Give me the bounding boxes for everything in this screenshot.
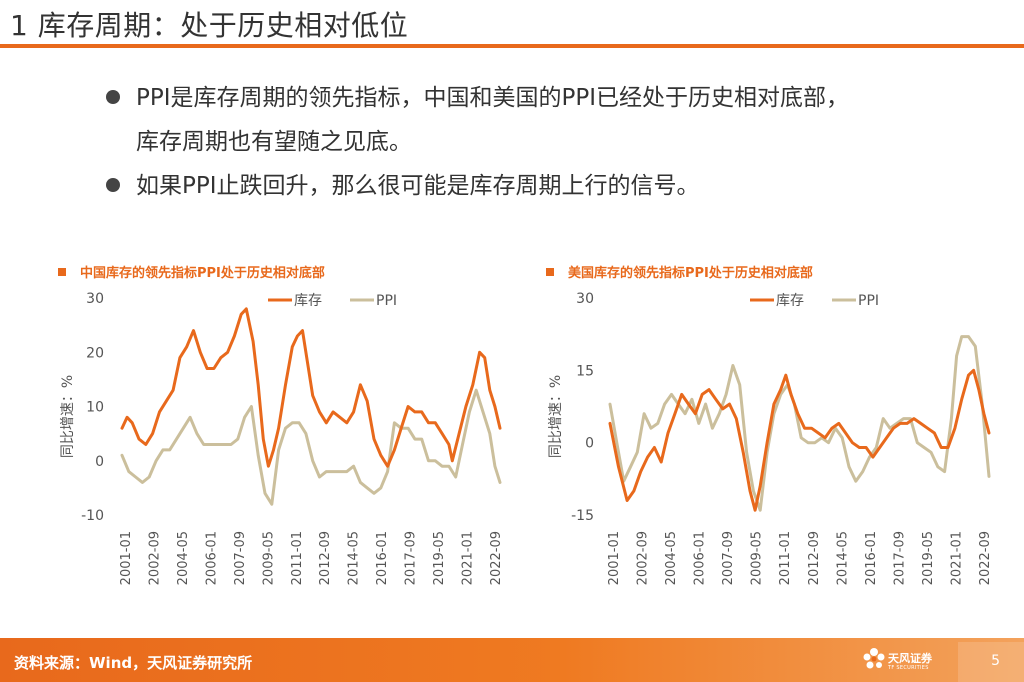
x-tick-label: 2017-09 bbox=[404, 531, 419, 585]
y-tick-label: 15 bbox=[576, 363, 594, 379]
x-tick-label: 2001-01 bbox=[607, 531, 622, 585]
x-tick-label: 2016-01 bbox=[864, 531, 879, 585]
bullet-dot-icon bbox=[106, 178, 120, 192]
x-tick-label: 2011-01 bbox=[290, 531, 305, 585]
bullet-item: PPI是库存周期的领先指标，中国和美国的PPI已经处于历史相对底部， bbox=[106, 76, 986, 120]
caption-square-icon bbox=[546, 268, 554, 276]
chart-caption-us: 美国库存的领先指标PPI处于历史相对底部 bbox=[546, 262, 813, 281]
china-inventory-chart: -10 0 10 20 30 同比增速：% 2001-01 2002-09 2004-05 200… bbox=[60, 291, 504, 585]
y-tick-label: 30 bbox=[576, 291, 594, 307]
logo-name: 天风证券 bbox=[888, 652, 932, 665]
slide-title: 1 库存周期：处于历史相对低位 bbox=[10, 9, 409, 42]
bullet-list: PPI是库存周期的领先指标，中国和美国的PPI已经处于历史相对底部， 库存周期也… bbox=[106, 76, 986, 208]
y-tick-label: -15 bbox=[571, 508, 594, 524]
bullet-dot-icon bbox=[106, 90, 120, 104]
brand-logo: 天风证券 TF SECURITIES bbox=[862, 646, 932, 676]
x-tick-label: 2009-05 bbox=[750, 531, 765, 585]
x-tick-label: 2019-05 bbox=[921, 531, 936, 585]
x-tick-label: 2022-09 bbox=[978, 531, 993, 585]
bullet-item-continuation: 库存周期也有望随之见底。 bbox=[106, 120, 986, 164]
page-number-box: 5 bbox=[958, 642, 1024, 682]
inventory-series-line bbox=[120, 307, 502, 468]
y-tick-label: 20 bbox=[86, 345, 104, 361]
bullet-text: PPI是库存周期的领先指标，中国和美国的PPI已经处于历史相对底部， bbox=[136, 85, 850, 111]
chart-caption-china: 中国库存的领先指标PPI处于历史相对底部 bbox=[58, 262, 325, 281]
x-tick-label: 2006-01 bbox=[693, 531, 708, 585]
footer-source: 资料来源：Wind，天风证券研究所 bbox=[14, 654, 253, 672]
x-tick-label: 2002-09 bbox=[636, 531, 651, 585]
x-tick-label: 2016-01 bbox=[375, 531, 390, 585]
x-tick-label: 2009-05 bbox=[261, 531, 276, 585]
footer-bar: 资料来源：Wind，天风证券研究所 天风证券 TF SECURITIES 5 bbox=[0, 638, 1024, 682]
x-tick-label: 2012-09 bbox=[318, 531, 333, 585]
x-tick-label: 2011-01 bbox=[778, 531, 793, 585]
legend-ppi-label: PPI bbox=[858, 293, 879, 309]
chart-title: 中国库存的领先指标PPI处于历史相对底部 bbox=[80, 266, 325, 281]
chart-title: 美国库存的领先指标PPI处于历史相对底部 bbox=[568, 266, 813, 281]
y-tick-label: -10 bbox=[81, 508, 104, 524]
y-axis-label: 同比增速：% bbox=[60, 375, 76, 458]
bullet-text: 如果PPI止跌回升，那么很可能是库存周期上行的信号。 bbox=[136, 173, 700, 199]
x-tick-label: 2014-05 bbox=[347, 531, 362, 585]
bullet-text: 库存周期也有望随之见底。 bbox=[136, 129, 412, 155]
legend-ppi-label: PPI bbox=[376, 293, 397, 309]
x-tick-label: 2004-05 bbox=[176, 531, 191, 585]
logo-subtitle: TF SECURITIES bbox=[888, 665, 929, 671]
y-axis-label: 同比增速：% bbox=[548, 375, 564, 458]
x-tick-label: 2021-01 bbox=[461, 531, 476, 585]
x-tick-label: 2007-09 bbox=[721, 531, 736, 585]
flower-logo-icon bbox=[863, 648, 885, 669]
legend-inventory-label: 库存 bbox=[776, 293, 804, 309]
bullet-item: 如果PPI止跌回升，那么很可能是库存周期上行的信号。 bbox=[106, 164, 986, 208]
x-tick-label: 2019-05 bbox=[432, 531, 447, 585]
inventory-series-line bbox=[608, 368, 991, 512]
x-tick-label: 2022-09 bbox=[489, 531, 504, 585]
page-number: 5 bbox=[991, 653, 1000, 669]
x-tick-label: 2007-09 bbox=[233, 531, 248, 585]
y-tick-label: 0 bbox=[585, 436, 594, 452]
x-tick-label: 2017-09 bbox=[892, 531, 907, 585]
title-underline bbox=[0, 44, 1024, 48]
ppi-series-line bbox=[608, 335, 991, 512]
x-tick-label: 2004-05 bbox=[664, 531, 679, 585]
x-tick-label: 2006-01 bbox=[204, 531, 219, 585]
y-tick-label: 10 bbox=[86, 400, 104, 416]
ppi-series-line bbox=[120, 388, 502, 506]
x-tick-label: 2001-01 bbox=[119, 531, 134, 585]
us-inventory-chart: -15 0 15 30 同比增速：% 2001-01 2002-09 2004-05 2006-… bbox=[548, 291, 993, 585]
x-tick-label: 2012-09 bbox=[807, 531, 822, 585]
y-tick-label: 0 bbox=[95, 454, 104, 470]
caption-square-icon bbox=[58, 268, 66, 276]
legend-inventory-label: 库存 bbox=[294, 293, 322, 309]
x-tick-label: 2014-05 bbox=[835, 531, 850, 585]
x-tick-label: 2002-09 bbox=[147, 531, 162, 585]
x-tick-label: 2021-01 bbox=[949, 531, 964, 585]
y-tick-label: 30 bbox=[86, 291, 104, 307]
